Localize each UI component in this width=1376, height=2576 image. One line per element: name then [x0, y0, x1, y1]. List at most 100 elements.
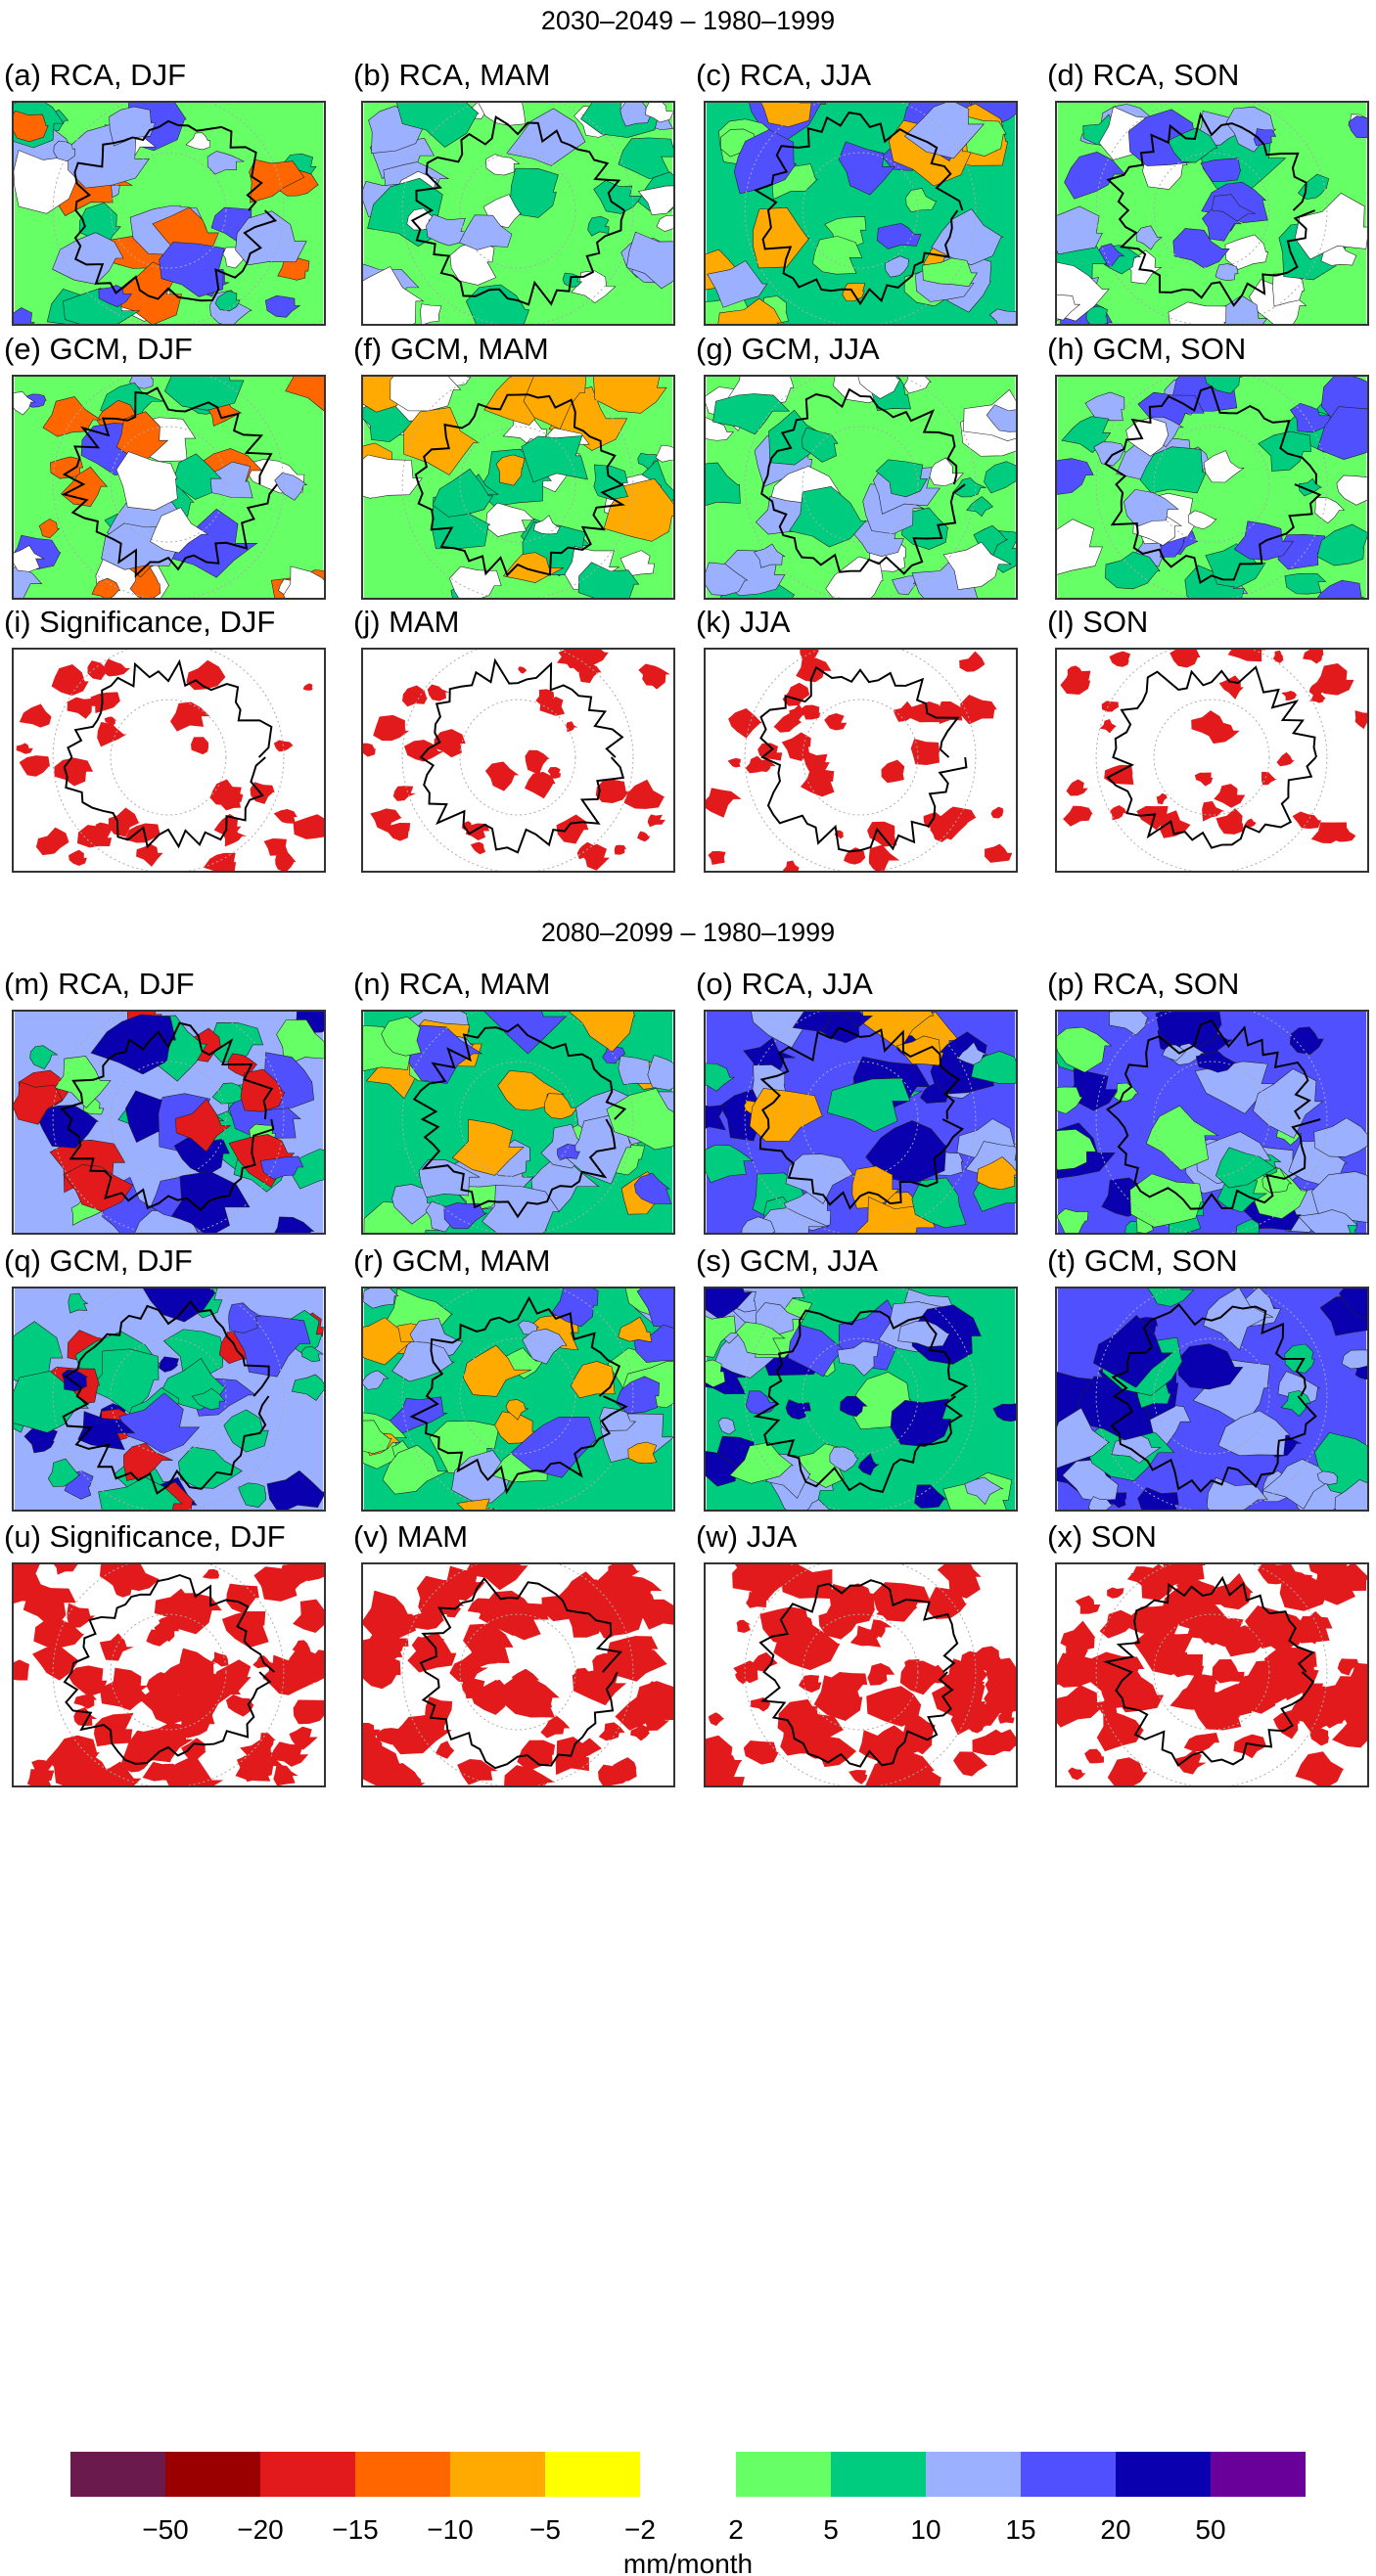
map-contour-region — [1292, 811, 1322, 830]
panel-label: (l) SON — [1047, 605, 1149, 639]
panel-label: (q) GCM, DJF — [4, 1243, 193, 1278]
map-contour-region — [382, 1444, 448, 1495]
map-contour-region — [154, 1619, 179, 1643]
map-contour-region — [950, 1695, 1000, 1736]
map-contour-region — [985, 843, 1013, 863]
map-contour-region — [259, 1155, 304, 1180]
map-contour-region — [1126, 1566, 1157, 1589]
map-contour-region — [1215, 1147, 1278, 1189]
panel-label: (e) GCM, DJF — [4, 332, 193, 366]
map-contour-region — [1258, 1564, 1298, 1585]
map-contour-region — [449, 1652, 488, 1684]
map-contour-region — [812, 236, 863, 275]
map-contour-region — [948, 1658, 988, 1697]
map-svg — [706, 377, 1016, 598]
coastline — [410, 115, 626, 306]
map-contour-region — [274, 1216, 315, 1233]
map-contour-region — [1309, 692, 1326, 703]
map-contour-region — [569, 1605, 604, 1638]
map-contour-region — [789, 485, 867, 548]
map-contour-region — [122, 1750, 151, 1773]
map-contour-region — [463, 1344, 531, 1397]
map-contour-region — [243, 1617, 258, 1630]
map-contour-region — [595, 779, 630, 804]
map-contour-region — [118, 1392, 201, 1455]
precipitation-change-map — [1055, 101, 1369, 326]
map-contour-region — [1126, 1604, 1181, 1636]
latitude-circle — [52, 650, 285, 871]
map-contour-region — [451, 1118, 525, 1176]
map-contour-region — [1177, 1594, 1230, 1644]
map-contour-region — [211, 1659, 252, 1692]
map-contour-region — [90, 692, 120, 713]
map-contour-region — [495, 454, 526, 486]
map-contour-region — [373, 714, 410, 742]
map-contour-region — [1336, 475, 1367, 506]
map-svg — [14, 1564, 324, 1785]
map-contour-region — [146, 1629, 171, 1647]
map-contour-region — [857, 1453, 880, 1476]
map-contour-region — [1136, 805, 1169, 831]
map-contour-region — [1212, 1658, 1245, 1684]
map-contour-region — [293, 1599, 324, 1634]
map-contour-region — [1244, 818, 1257, 828]
map-contour-region — [525, 749, 550, 775]
map-contour-region — [984, 1675, 1016, 1716]
map-contour-region — [1303, 650, 1324, 664]
map-contour-region — [1314, 663, 1354, 696]
map-contour-region — [746, 1591, 770, 1608]
map-contour-region — [522, 1328, 568, 1365]
map-contour-region — [139, 1689, 194, 1726]
map-contour-region — [456, 1498, 495, 1510]
latitude-circle — [802, 699, 919, 816]
map-contour-region — [363, 1317, 412, 1366]
significance-map — [1055, 1562, 1369, 1787]
map-contour-region — [14, 566, 43, 598]
latitude-circle — [802, 426, 919, 543]
map-contour-region — [706, 1315, 737, 1358]
map-contour-region — [868, 844, 900, 871]
panel-label: (n) RCA, MAM — [353, 967, 551, 1001]
colorbar-tick: 10 — [910, 2514, 941, 2545]
map-contour-region — [1224, 234, 1269, 270]
map-contour-region — [1289, 1026, 1324, 1056]
map-contour-region — [143, 1288, 216, 1323]
map-contour-region — [806, 1499, 833, 1510]
map-contour-region — [191, 737, 209, 755]
map-contour-region — [756, 759, 776, 772]
map-contour-region — [68, 1292, 89, 1314]
colorbar-tick: −50 — [142, 2514, 189, 2545]
map-contour-region — [427, 684, 450, 701]
map-contour-region — [497, 1070, 565, 1111]
map-contour-region — [175, 1099, 232, 1152]
map-contour-region — [435, 1740, 455, 1759]
map-contour-region — [1309, 1728, 1329, 1746]
map-contour-region — [484, 761, 520, 791]
map-contour-region — [210, 1651, 229, 1667]
map-contour-region — [574, 1579, 601, 1600]
map-contour-region — [1205, 377, 1243, 394]
latitude-circle — [401, 650, 634, 871]
significance-map — [361, 1562, 675, 1787]
map-contour-region — [1154, 1629, 1187, 1655]
panel-label: (k) JJA — [696, 605, 791, 639]
precipitation-change-map — [704, 101, 1018, 326]
map-contour-region — [1057, 458, 1094, 495]
map-contour-region — [1064, 151, 1126, 200]
map-contour-region — [238, 1482, 267, 1508]
map-contour-region — [743, 1740, 779, 1765]
colorbar-tick: 50 — [1195, 2514, 1226, 2545]
panel-label: (h) GCM, SON — [1047, 332, 1247, 366]
precipitation-change-map — [704, 1010, 1018, 1235]
map-contour-region — [1057, 1086, 1083, 1114]
colorbar-swatch — [831, 2452, 926, 2497]
panel-label: (t) GCM, SON — [1047, 1243, 1238, 1278]
latitude-circle — [1153, 1337, 1270, 1455]
map-contour-region — [54, 757, 94, 787]
map-contour-region — [953, 1751, 988, 1777]
map-contour-region — [289, 1726, 318, 1750]
coastline — [753, 112, 964, 306]
map-contour-region — [1295, 1751, 1345, 1785]
map-contour-region — [840, 1395, 868, 1418]
map-contour-region — [404, 1773, 422, 1785]
